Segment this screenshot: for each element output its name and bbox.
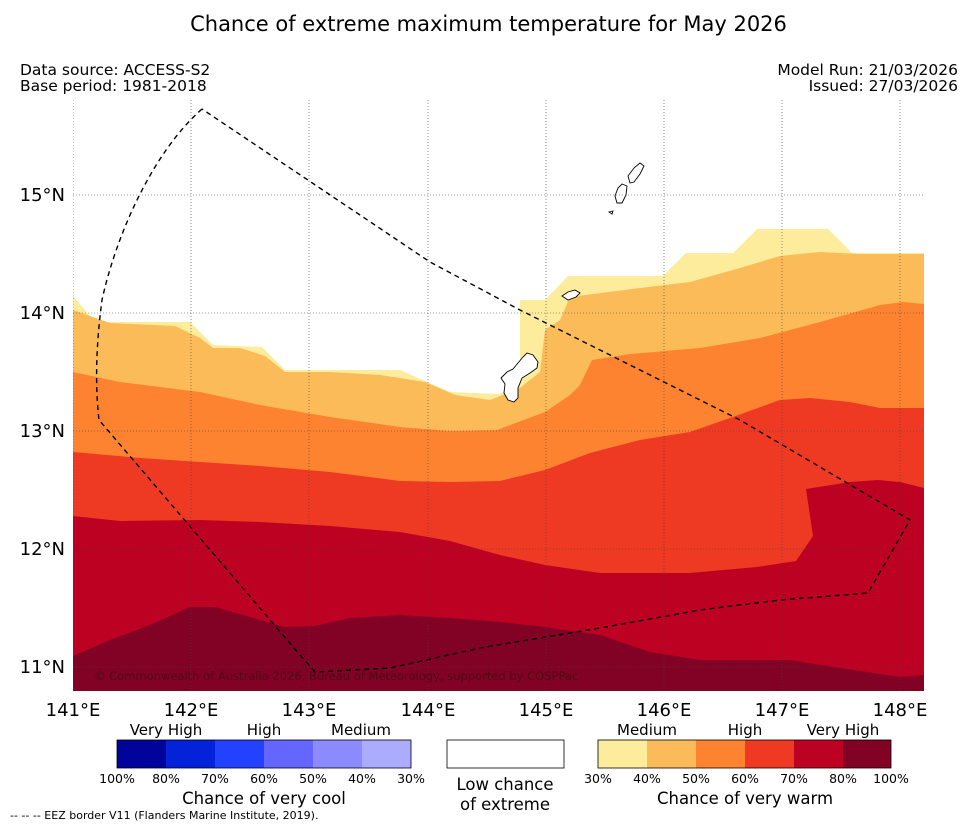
latitude-labels: 15°N 14°N 13°N 12°N 11°N — [20, 185, 65, 678]
island-small — [607, 210, 614, 215]
issued-date: Issued: 27/03/2026 — [808, 77, 958, 95]
legend-cool-caption: Chance of very cool — [182, 789, 346, 808]
legend-neutral-line1: Low chance — [456, 775, 553, 794]
legend-warm-tick: 60% — [731, 771, 759, 786]
lat-label: 13°N — [20, 421, 65, 442]
lat-label: 15°N — [20, 185, 65, 206]
map-plot-area — [73, 100, 924, 691]
legend-warm-tick: 80% — [829, 771, 857, 786]
lat-label: 14°N — [20, 303, 65, 324]
legend-neutral: Low chance of extreme — [446, 739, 565, 814]
zone-warm-80-100 — [73, 607, 924, 691]
legend-cool-tick: 70% — [201, 771, 229, 786]
lon-label: 141°E — [46, 700, 101, 721]
legend-warm-tick: 100% — [873, 771, 909, 786]
legend-warm-tick: 50% — [682, 771, 710, 786]
legend-cool-tick: 40% — [348, 771, 376, 786]
lon-label: 147°E — [755, 700, 810, 721]
legend-cool-cat: Medium — [331, 721, 391, 739]
eez-border — [95, 108, 911, 673]
lon-label: 143°E — [282, 700, 337, 721]
island-rota — [561, 289, 581, 301]
legend-cool-tick: 30% — [397, 771, 425, 786]
lon-label: 146°E — [637, 700, 692, 721]
lat-label: 12°N — [20, 539, 65, 560]
legend-cool-swatch — [313, 740, 362, 768]
legend-warm-tick: 40% — [633, 771, 661, 786]
legend-neutral-swatch — [446, 739, 565, 769]
island-tinian-saipan — [614, 183, 628, 204]
legend-warm: Medium High Very High 30% 40% 50% 60% 70… — [584, 721, 909, 808]
graticule — [73, 100, 924, 691]
legend-cool-cat: Very High — [130, 721, 203, 739]
copyright-note: © Commonwealth of Australia 2026, Bureau… — [94, 669, 578, 683]
data-source: Data source: ACCESS-S2 — [20, 61, 211, 79]
legend-warm-caption: Chance of very warm — [657, 789, 833, 808]
legend-cool-tick: 100% — [99, 771, 135, 786]
island-saipan-north — [627, 162, 645, 184]
legend-cool-swatch — [166, 740, 215, 768]
legend-warm-cat: Very High — [807, 721, 880, 739]
lon-label: 148°E — [873, 700, 928, 721]
legend-cool-swatch — [264, 740, 313, 768]
legend-warm-swatch — [647, 740, 696, 768]
legend-warm-cat: High — [728, 721, 762, 739]
chart-title: Chance of extreme maximum temperature fo… — [190, 12, 787, 36]
footnote: -- -- -- EEZ border V11 (Flanders Marine… — [10, 809, 319, 822]
legend-cool-swatch — [117, 740, 166, 768]
legend-warm-swatch — [696, 740, 745, 768]
legend-warm-swatch — [745, 740, 794, 768]
legend-cool-swatch — [362, 740, 411, 768]
legend-cool-tick: 60% — [250, 771, 278, 786]
lon-label: 145°E — [519, 700, 574, 721]
legend-warm-swatch — [794, 740, 843, 768]
lon-label: 144°E — [401, 700, 456, 721]
legend-cool-cat: High — [247, 721, 281, 739]
legend-cool-tick: 50% — [299, 771, 327, 786]
legend-cool-tick: 80% — [152, 771, 180, 786]
island-guam — [500, 352, 539, 403]
legend-cool: Very High High Medium 100% 80% 70% 60% 5… — [99, 721, 425, 808]
longitude-labels: 141°E 142°E 143°E 144°E 145°E 146°E 147°… — [46, 700, 928, 721]
legend-warm-tick: 70% — [780, 771, 808, 786]
base-period: Base period: 1981-2018 — [20, 77, 207, 95]
lon-label: 142°E — [164, 700, 219, 721]
legend-neutral-line2: of extreme — [460, 795, 550, 814]
legend-warm-swatch — [843, 740, 891, 768]
lat-label: 11°N — [20, 657, 65, 678]
legend-cool-swatch — [215, 740, 264, 768]
legend-warm-tick: 30% — [584, 771, 612, 786]
legend-warm-cat: Medium — [617, 721, 677, 739]
legend-warm-swatch — [598, 740, 647, 768]
model-run: Model Run: 21/03/2026 — [777, 61, 958, 79]
